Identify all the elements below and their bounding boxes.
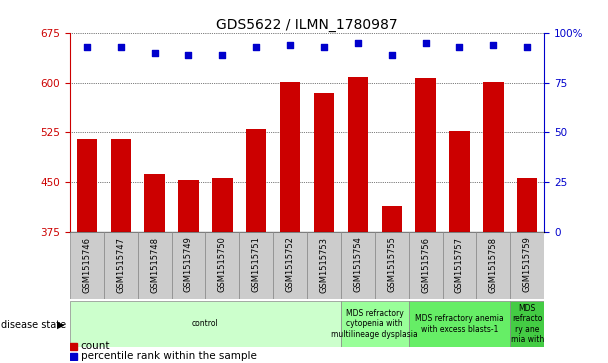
Text: GSM1515755: GSM1515755 <box>387 237 396 293</box>
Bar <box>409 301 510 347</box>
Point <box>421 40 430 46</box>
Point <box>82 44 92 50</box>
Text: MDS
refracto
ry ane
mia with: MDS refracto ry ane mia with <box>511 304 544 344</box>
Bar <box>206 232 240 299</box>
Point <box>522 44 532 50</box>
Bar <box>483 82 503 232</box>
Point <box>455 44 465 50</box>
Point <box>353 40 363 46</box>
Bar <box>477 232 510 299</box>
Bar <box>145 174 165 232</box>
Text: GSM1515747: GSM1515747 <box>116 237 125 293</box>
Bar <box>70 343 77 350</box>
Bar <box>449 131 469 232</box>
Bar <box>341 301 409 347</box>
Point <box>285 42 295 48</box>
Text: MDS refractory anemia
with excess blasts-1: MDS refractory anemia with excess blasts… <box>415 314 504 334</box>
Point <box>488 42 498 48</box>
Bar <box>178 180 199 232</box>
Bar <box>415 78 436 232</box>
Bar <box>240 232 273 299</box>
Bar <box>314 93 334 232</box>
Bar <box>341 232 375 299</box>
Bar <box>280 82 300 232</box>
Point <box>387 52 396 58</box>
Bar <box>70 301 341 347</box>
Bar <box>70 352 77 360</box>
Bar <box>409 232 443 299</box>
Text: count: count <box>81 341 110 351</box>
Bar <box>348 77 368 232</box>
Bar <box>137 232 171 299</box>
Text: GSM1515758: GSM1515758 <box>489 237 498 293</box>
Text: GSM1515752: GSM1515752 <box>286 237 295 293</box>
Bar <box>77 139 97 232</box>
Bar <box>111 139 131 232</box>
Bar <box>171 232 206 299</box>
Text: GSM1515753: GSM1515753 <box>319 237 328 293</box>
Bar <box>375 232 409 299</box>
Text: GSM1515748: GSM1515748 <box>150 237 159 293</box>
Bar <box>273 232 307 299</box>
Text: GSM1515746: GSM1515746 <box>82 237 91 293</box>
Bar <box>510 232 544 299</box>
Text: GSM1515754: GSM1515754 <box>353 237 362 293</box>
Text: disease state: disease state <box>1 320 66 330</box>
Bar <box>443 232 477 299</box>
Point <box>251 44 261 50</box>
Bar <box>212 178 232 232</box>
Text: GSM1515750: GSM1515750 <box>218 237 227 293</box>
Bar <box>510 301 544 347</box>
Text: GSM1515749: GSM1515749 <box>184 237 193 293</box>
Bar <box>517 178 537 232</box>
Bar <box>307 232 341 299</box>
Point <box>218 52 227 58</box>
Text: ▶: ▶ <box>57 320 64 330</box>
Bar <box>246 129 266 232</box>
Bar <box>70 232 104 299</box>
Text: GSM1515756: GSM1515756 <box>421 237 430 293</box>
Point <box>116 44 126 50</box>
Point <box>184 52 193 58</box>
Text: GSM1515757: GSM1515757 <box>455 237 464 293</box>
Text: percentile rank within the sample: percentile rank within the sample <box>81 351 257 361</box>
Point <box>319 44 329 50</box>
Bar <box>382 206 402 232</box>
Text: GSM1515751: GSM1515751 <box>252 237 261 293</box>
Bar <box>104 232 137 299</box>
Text: GSM1515759: GSM1515759 <box>523 237 532 293</box>
Text: MDS refractory
cytopenia with
multilineage dysplasia: MDS refractory cytopenia with multilinea… <box>331 309 418 339</box>
Title: GDS5622 / ILMN_1780987: GDS5622 / ILMN_1780987 <box>216 18 398 32</box>
Text: control: control <box>192 319 219 329</box>
Point <box>150 50 159 56</box>
